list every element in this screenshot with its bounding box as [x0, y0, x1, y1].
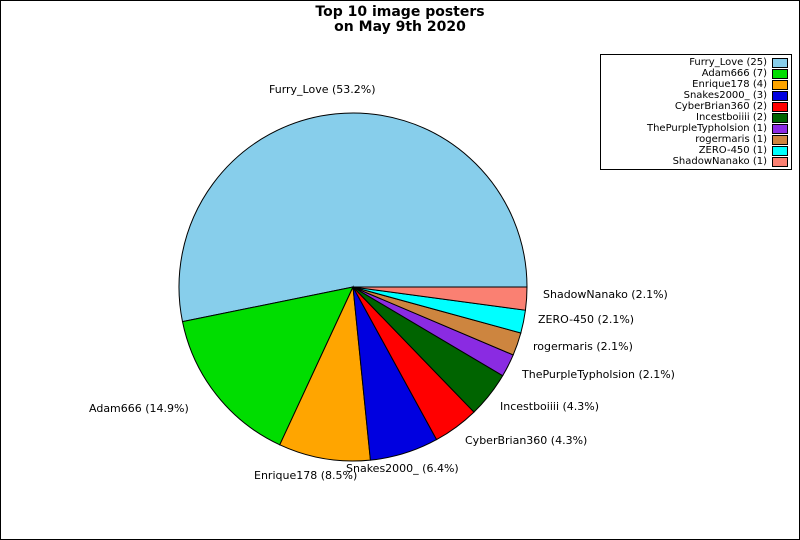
legend-swatch: [772, 79, 788, 90]
legend-row-CyberBrian360: CyberBrian360 (2): [604, 101, 788, 112]
legend-row-ShadowNanako: ShadowNanako (1): [604, 156, 788, 167]
legend-swatch: [772, 90, 788, 101]
slice-label-ShadowNanako: ShadowNanako (2.1%): [543, 288, 668, 301]
slice-label-ThePurpleTypholsion: ThePurpleTypholsion (2.1%): [522, 368, 675, 381]
legend-row-Snakes2000_: Snakes2000_ (3): [604, 90, 788, 101]
legend: Furry_Love (25) Adam666 (7) Enrique178 (4)…: [600, 54, 792, 170]
legend-label: ThePurpleTypholsion (1): [646, 123, 767, 134]
slice-label-Adam666: Adam666 (14.9%): [89, 402, 189, 415]
legend-swatch: [772, 123, 788, 134]
slice-label-Enrique178: Enrique178 (8.5%): [254, 469, 358, 482]
chart-title-line2: on May 9th 2020: [334, 19, 466, 35]
legend-label: Furry_Love (25): [689, 57, 767, 68]
legend-label: ShadowNanako (1): [672, 156, 767, 167]
pie-slice-Enrique178: [279, 285, 371, 462]
legend-row-rogermaris: rogermaris (1): [604, 134, 788, 145]
legend-label: Incestboiiii (2): [696, 112, 767, 123]
legend-row-Furry_Love: Furry_Love (25): [604, 57, 788, 68]
legend-row-Adam666: Adam666 (7): [604, 68, 788, 79]
legend-row-Incestboiiii: Incestboiiii (2): [604, 112, 788, 123]
legend-row-ThePurpleTypholsion: ThePurpleTypholsion (1): [604, 123, 788, 134]
slice-label-Snakes2000_: Snakes2000_ (6.4%): [346, 462, 459, 475]
chart-title-line1: Top 10 image posters: [315, 4, 485, 20]
legend-row-Enrique178: Enrique178 (4): [604, 79, 788, 90]
slice-label-Furry_Love: Furry_Love (53.2%): [269, 83, 376, 96]
legend-swatch: [772, 112, 788, 123]
legend-label: Enrique178 (4): [692, 79, 767, 90]
slice-label-CyberBrian360: CyberBrian360 (4.3%): [465, 434, 588, 447]
chart-title: Top 10 image posters on May 9th 2020: [1, 5, 799, 35]
legend-swatch: [772, 156, 788, 167]
slice-label-rogermaris: rogermaris (2.1%): [533, 340, 633, 353]
pie-slice-Adam666: [181, 286, 354, 446]
legend-label: Snakes2000_ (3): [683, 90, 767, 101]
legend-label: CyberBrian360 (2): [674, 101, 767, 112]
legend-label: Adam666 (7): [701, 68, 767, 79]
legend-swatch: [772, 145, 788, 156]
slice-label-Incestboiiii: Incestboiiii (4.3%): [500, 400, 600, 413]
legend-swatch: [772, 57, 788, 68]
legend-label: rogermaris (1): [695, 134, 767, 145]
legend-swatch: [772, 68, 788, 79]
legend-row-ZERO-450: ZERO-450 (1): [604, 145, 788, 156]
pie-slice-ShadowNanako: [352, 286, 528, 311]
legend-label: ZERO-450 (1): [698, 145, 767, 156]
pie-slice-Furry_Love: [178, 112, 528, 323]
legend-swatch: [772, 101, 788, 112]
legend-swatch: [772, 134, 788, 145]
slice-label-ZERO-450: ZERO-450 (2.1%): [538, 313, 635, 326]
